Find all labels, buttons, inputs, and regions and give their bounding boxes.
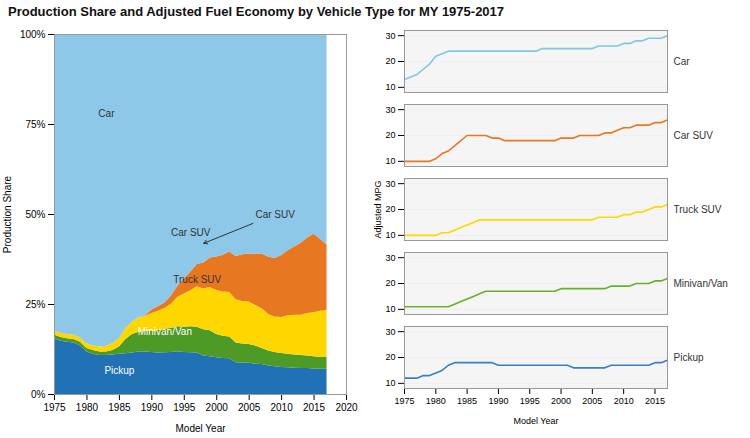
svg-text:Minivan/Van: Minivan/Van — [674, 278, 728, 289]
svg-text:1975: 1975 — [394, 396, 414, 406]
svg-text:10: 10 — [385, 304, 395, 314]
svg-text:Model Year: Model Year — [513, 416, 558, 426]
svg-text:20: 20 — [385, 278, 395, 288]
svg-text:25%: 25% — [25, 299, 45, 310]
svg-text:Car SUV: Car SUV — [255, 209, 295, 220]
svg-text:1995: 1995 — [173, 402, 196, 413]
svg-text:20: 20 — [385, 130, 395, 140]
svg-text:2000: 2000 — [551, 396, 571, 406]
html-text:Production Share and Adjusted: Production Share and Adjusted Fuel Econo… — [8, 4, 505, 19]
svg-text:2015: 2015 — [645, 396, 665, 406]
svg-text:1985: 1985 — [108, 402, 131, 413]
svg-text:Model Year: Model Year — [175, 423, 226, 434]
svg-text:1990: 1990 — [141, 402, 164, 413]
svg-text:50%: 50% — [25, 209, 45, 220]
svg-text:Truck SUV: Truck SUV — [173, 274, 221, 285]
svg-text:2005: 2005 — [238, 402, 261, 413]
svg-text:Adjusted MPG: Adjusted MPG — [373, 180, 383, 238]
svg-text:10: 10 — [385, 82, 395, 92]
svg-text:1990: 1990 — [488, 396, 508, 406]
svg-text:30: 30 — [385, 179, 395, 189]
svg-text:30: 30 — [385, 105, 395, 115]
svg-text:20: 20 — [385, 352, 395, 362]
svg-text:1980: 1980 — [76, 402, 99, 413]
svg-text:20: 20 — [385, 56, 395, 66]
svg-text:30: 30 — [385, 327, 395, 337]
svg-text:1975: 1975 — [43, 402, 66, 413]
svg-text:10: 10 — [385, 378, 395, 388]
svg-text:10: 10 — [385, 156, 395, 166]
svg-text:Truck SUV: Truck SUV — [674, 204, 722, 215]
svg-text:Production Share: Production Share — [2, 175, 13, 253]
svg-text:2000: 2000 — [206, 402, 229, 413]
svg-text:20: 20 — [385, 204, 395, 214]
svg-text:30: 30 — [385, 253, 395, 263]
svg-text:10: 10 — [385, 230, 395, 240]
svg-text:Minivan/Van: Minivan/Van — [138, 326, 192, 337]
svg-text:2005: 2005 — [582, 396, 602, 406]
svg-text:Car: Car — [98, 108, 115, 119]
svg-text:30: 30 — [385, 31, 395, 41]
svg-text:2010: 2010 — [614, 396, 634, 406]
svg-text:Car SUV: Car SUV — [171, 227, 211, 238]
svg-text:1980: 1980 — [426, 396, 446, 406]
svg-text:Pickup: Pickup — [674, 352, 704, 363]
svg-text:Car SUV: Car SUV — [674, 130, 714, 141]
svg-text:2020: 2020 — [335, 402, 358, 413]
svg-text:1985: 1985 — [457, 396, 477, 406]
svg-text:Pickup: Pickup — [104, 365, 134, 376]
svg-text:100%: 100% — [20, 29, 46, 40]
svg-text:1995: 1995 — [520, 396, 540, 406]
svg-text:75%: 75% — [25, 119, 45, 130]
svg-text:Car: Car — [674, 56, 691, 67]
svg-text:2015: 2015 — [303, 402, 326, 413]
svg-text:2010: 2010 — [270, 402, 293, 413]
svg-text:0%: 0% — [31, 389, 46, 400]
